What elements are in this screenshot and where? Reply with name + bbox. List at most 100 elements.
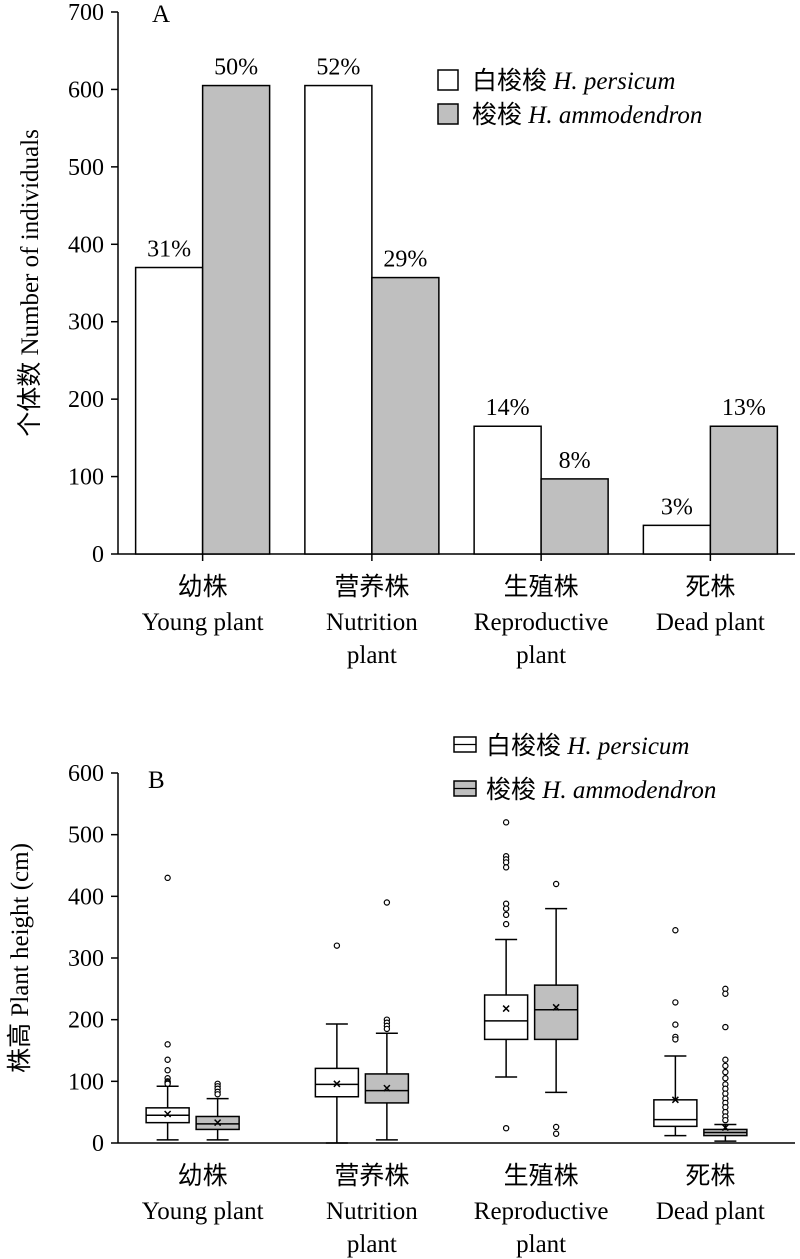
outlier-point: [214, 1091, 221, 1098]
legend-entry-zh: 白梭梭: [486, 732, 567, 760]
x-category-label-zh: 生殖株: [504, 1162, 579, 1190]
mean-marker: [383, 1084, 391, 1092]
mean-marker: [552, 1003, 560, 1011]
y-tick-label: 400: [68, 884, 104, 910]
outlier-point: [164, 874, 171, 882]
x-category-label-en: Reproductive: [474, 609, 609, 636]
x-category-label-zh: 死株: [685, 1162, 735, 1190]
x-category-label-en2: plant: [516, 642, 566, 669]
bar: [473, 425, 542, 555]
legend-entry-latin: H. persicum: [566, 733, 689, 760]
y-tick-label: 0: [92, 1131, 104, 1157]
x-category-label-zh: 生殖株: [504, 573, 579, 601]
y-tick-label: 600: [68, 761, 104, 787]
bar: [709, 425, 779, 555]
legend-entry: 白梭梭 H. persicum: [486, 732, 689, 760]
bar-percent-label: 8%: [559, 448, 591, 474]
x-category-label-en2: plant: [347, 1231, 397, 1258]
x-category-label-en: Dead plant: [656, 1198, 765, 1225]
outlier-point: [672, 1021, 679, 1028]
x-category-label-en: Young plant: [142, 1198, 264, 1225]
y-tick-label: 500: [68, 823, 104, 849]
outlier-point: [383, 1025, 391, 1033]
x-category-label-en2: plant: [516, 1231, 566, 1258]
outlier-point: [502, 1124, 510, 1132]
box: [483, 994, 529, 1041]
outlier-point: [722, 1116, 729, 1124]
box: [314, 1067, 360, 1098]
mean-marker: [721, 1124, 729, 1132]
legend-entry-zh: 梭梭: [472, 101, 528, 129]
outlier-point: [722, 1075, 729, 1082]
outlier-point: [552, 1123, 560, 1131]
outlier-point: [672, 1036, 679, 1043]
y-tick-label: 300: [68, 946, 104, 972]
outlier-point: [722, 990, 729, 997]
panel-a-bar-chart: 0 100 200 300 400 500 600 700 A 个体数 Number of ind…: [16, 0, 795, 669]
box: [653, 1099, 698, 1128]
x-category-label-en: Nutrition: [326, 609, 418, 636]
x-category-label-zh: 幼株: [178, 573, 228, 601]
bar-percent-label: 50%: [214, 55, 258, 81]
y-tick-label: 200: [68, 1008, 104, 1034]
y-tick-label: 500: [68, 155, 104, 181]
x-category-label-zh: 营养株: [334, 1162, 409, 1190]
mean-marker: [164, 1110, 172, 1118]
legend-entry: 白梭梭 H. persicum: [472, 67, 675, 95]
outlier-point: [552, 1130, 560, 1137]
bar-percent-label: 31%: [147, 237, 191, 263]
bar: [371, 276, 440, 555]
legend-entry-latin: H. persicum: [552, 68, 675, 95]
x-category-label-zh: 营养株: [334, 573, 409, 601]
x-category-label-zh: 幼株: [178, 1162, 228, 1190]
outlier-point: [722, 1056, 729, 1063]
outlier-point: [164, 1067, 171, 1074]
bar-percent-label: 52%: [316, 55, 360, 81]
y-tick-label: 0: [92, 542, 104, 568]
legend-entry: 梭梭 H. ammodendron: [486, 776, 716, 804]
outlier-point: [502, 905, 510, 912]
y-tick-label: 600: [68, 77, 104, 103]
box: [533, 984, 579, 1041]
bar-percent-label: 29%: [383, 247, 427, 273]
bar-percent-label: 14%: [486, 395, 530, 421]
y-tick-label: 200: [68, 387, 104, 413]
outlier-point: [164, 1080, 171, 1088]
bar: [201, 84, 271, 555]
outlier-point: [164, 1041, 171, 1048]
y-tick-label: 400: [68, 232, 104, 258]
legend-entry-latin: H. ammodendron: [541, 777, 716, 804]
mean-marker: [502, 1005, 510, 1013]
outlier-point: [672, 927, 679, 934]
outlier-point: [502, 864, 510, 871]
y-tick-label: 100: [68, 1069, 104, 1095]
outlier-point: [722, 1068, 729, 1076]
outlier-point: [502, 911, 510, 919]
outlier-point: [502, 819, 510, 826]
x-category-label-en2: plant: [347, 642, 397, 669]
mean-marker: [671, 1096, 679, 1104]
bar: [134, 266, 204, 555]
mean-marker: [333, 1080, 341, 1088]
y-tick-label: 700: [68, 0, 104, 26]
y-axis-title: 株高 Plant height (cm): [6, 843, 34, 1073]
legend-swatch: [437, 69, 459, 91]
outlier-point: [502, 920, 510, 928]
legend-entry-latin: H. ammodendron: [527, 102, 702, 129]
outlier-point: [552, 880, 560, 888]
bar: [540, 478, 609, 555]
panel-label: B: [148, 767, 165, 794]
panel-b-box-plot: 0 100 200 300 400 500 600 B 株高 Plant height (cm)…: [6, 732, 795, 1258]
legend-swatch: [437, 103, 459, 125]
bar-percent-label: 3%: [661, 494, 693, 520]
y-axis-title: 个体数 Number of individuals: [16, 129, 44, 437]
x-category-label-en: Nutrition: [326, 1198, 418, 1225]
y-tick-label: 300: [68, 310, 104, 336]
mean-marker: [214, 1119, 222, 1127]
outlier-point: [672, 999, 679, 1006]
legend-entry-zh: 梭梭: [486, 776, 542, 804]
legend-entry-zh: 白梭梭: [472, 67, 553, 95]
outlier-point: [722, 1062, 729, 1070]
bar: [642, 524, 712, 555]
